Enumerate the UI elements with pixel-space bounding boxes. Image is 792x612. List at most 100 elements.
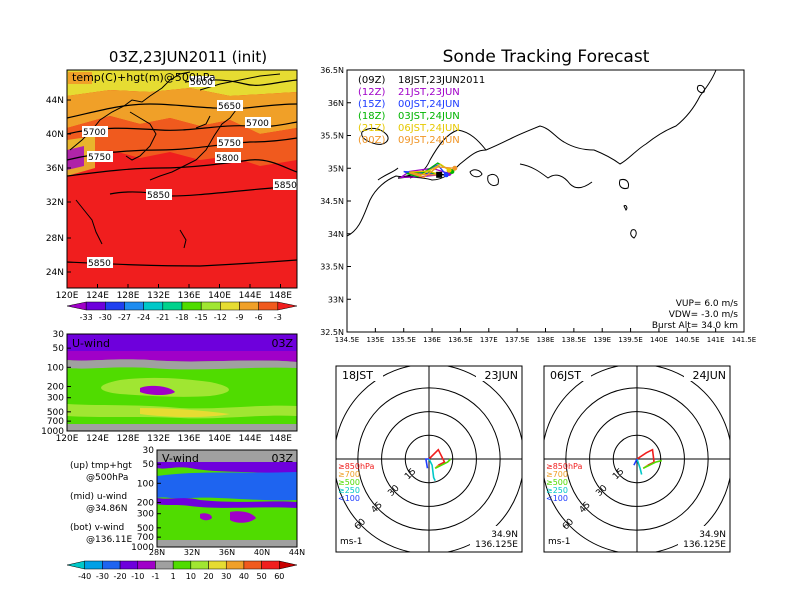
- contour-label: 5600: [190, 78, 213, 88]
- v-x-tick-label: 44N: [289, 548, 305, 557]
- polar-legend-entry: ≥850hPa: [338, 462, 375, 471]
- temp-map-lat-axis: 44N 40N 36N 32N 28N 24N: [46, 96, 71, 278]
- colorbar-label: -18: [175, 313, 188, 322]
- pressure-tick-label: 1000: [41, 427, 64, 437]
- colorbar-label: -21: [156, 313, 169, 322]
- sonde-track-line: [409, 166, 455, 179]
- u-x-tick-label: 144E: [239, 434, 262, 444]
- map-legend-jst: 00JST,24JUN: [398, 99, 460, 110]
- colorbar-swatch: [181, 301, 202, 311]
- map-lon-tick-label: 139E: [593, 336, 611, 344]
- colorbar-swatch: [66, 301, 87, 311]
- pressure-tick-label: 700: [47, 417, 64, 427]
- u-x-tick-label: 128E: [117, 434, 140, 444]
- map-lon-tick-label: 140E: [650, 336, 668, 344]
- pressure-tick-label: 200: [47, 382, 64, 392]
- lat-tick-label: 28N: [46, 234, 64, 244]
- colorbar-swatch: [220, 301, 240, 311]
- temp-map-lon-axis: 120E 124E 128E 132E 136E 140E 144E 148E: [56, 284, 292, 301]
- colorbar-swatch: [162, 301, 183, 311]
- note-bot-a: (bot) v-wind: [70, 523, 124, 533]
- map-legend-jst: 18JST,23JUN2011: [398, 75, 485, 86]
- map-legend-jst: 09JST,24JUN: [398, 135, 460, 146]
- map-lon-axis: 134.5E 135E 135.5E 136E 136.5E 137E 137.5E 138E…: [335, 328, 756, 344]
- colorbar-label: -33: [80, 313, 93, 322]
- wind-colorbar-swatch: [155, 560, 174, 570]
- pressure-tick-label: 500: [137, 524, 154, 534]
- map-legend-utc: (21Z): [358, 123, 385, 134]
- wind-colorbar-swatch: [243, 560, 262, 570]
- wind-colorbar-label: -1: [151, 572, 159, 581]
- lat-tick-label: 44N: [46, 96, 64, 106]
- colorbar-swatch: [200, 301, 221, 311]
- sonde-map: [346, 69, 745, 333]
- map-lon-tick-label: 136.5E: [448, 336, 472, 344]
- wind-colorbar-swatch: [190, 560, 209, 570]
- map-lon-tick-label: 135.5E: [391, 336, 415, 344]
- note-bot-b: @136.11E: [86, 535, 132, 545]
- launch-site-marker: [436, 171, 443, 178]
- colorbar-swatch: [277, 301, 298, 311]
- map-lon-tick-label: 137E: [480, 336, 498, 344]
- map-lat-tick-label: 33.5N: [320, 263, 344, 272]
- colorbar-label: -12: [214, 313, 227, 322]
- lat-tick-label: 24N: [46, 268, 64, 278]
- pressure-tick-label: 50: [143, 460, 155, 470]
- wind-colorbar-swatch: [225, 560, 245, 570]
- polar-date-bg: [476, 368, 520, 381]
- pressure-tick-label: 100: [47, 363, 64, 373]
- lat-tick-label: 40N: [46, 130, 64, 140]
- pressure-tick-label: 500: [47, 408, 64, 418]
- wind-colorbar-label: -40: [78, 572, 91, 581]
- polar-time-bg: [339, 368, 383, 381]
- pressure-tick-label: 100: [137, 479, 154, 489]
- map-legend-utc: (00Z): [358, 135, 385, 146]
- wind-colorbar-label: 60: [274, 572, 284, 581]
- polar-series-line: [424, 458, 429, 469]
- panel-legend-notes: (up) tmp+hgt @500hPa (mid) u-wind @34.86…: [70, 461, 132, 545]
- u-wind-panel: U-wind 03Z: [66, 333, 298, 432]
- wind-colorbar: -40 -30 -20 -10 -1 1 10 20 30 40 50 60: [66, 560, 298, 581]
- pressure-tick-label: 50: [53, 344, 65, 354]
- lon-tick-label: 144E: [239, 291, 262, 301]
- map-lat-tick-label: 34N: [328, 230, 344, 239]
- map-lon-tick-label: 140.5E: [675, 336, 699, 344]
- contour-label: 5750: [88, 153, 111, 163]
- map-title: Sonde Tracking Forecast: [443, 47, 650, 67]
- map-legend-utc: (12Z): [358, 87, 385, 98]
- wind-colorbar-swatch: [119, 560, 139, 570]
- wind-colorbar-label: -20: [114, 572, 127, 581]
- temp-map-caption: temp(C)+hgt(m)@500hPa: [72, 71, 216, 84]
- map-legend-jst: 06JST,24JUN: [398, 123, 460, 134]
- u-x-tick-label: 148E: [269, 434, 292, 444]
- note-mid-b: @34.86N: [86, 504, 128, 514]
- polar-time-bg: [547, 368, 591, 381]
- polar-time: 06JST: [550, 369, 581, 382]
- colorbar-swatch: [105, 301, 125, 311]
- polar-loc-lon: 136.125E: [683, 540, 726, 550]
- polar-date: 24JUN: [692, 369, 726, 382]
- colorbar-label: -27: [118, 313, 131, 322]
- map-lat-tick-label: 35N: [328, 164, 344, 173]
- polar-series-line: [434, 458, 452, 470]
- map-lon-tick-label: 138.5E: [562, 336, 586, 344]
- polar-unit: ms-1: [548, 537, 570, 547]
- polar-legend-entry: ≥700: [546, 470, 568, 479]
- polar-time: 18JST: [342, 369, 373, 382]
- map-lon-tick-label: 138E: [537, 336, 555, 344]
- wind-colorbar-swatch: [172, 560, 192, 570]
- wind-colorbar-label: 1: [171, 572, 176, 581]
- wind-colorbar-label: 10: [186, 572, 196, 581]
- map-lon-tick-label: 134.5E: [335, 336, 359, 344]
- temp-map: 5600 5650 5700 5700 5750 5750 5800 5850 …: [66, 69, 298, 289]
- sonde-track-endpoint: [452, 165, 458, 171]
- contour-label: 5850: [147, 191, 170, 201]
- map-lat-tick-label: 36N: [328, 99, 344, 108]
- colorbar-swatch: [258, 301, 279, 311]
- map-params: VUP= 6.0 m/s VDW= -3.0 m/s Burst Alt= 34…: [652, 299, 738, 331]
- contour-label: 5850: [88, 259, 111, 269]
- wind-colorbar-label: 50: [257, 572, 267, 581]
- contour-label: 5850: [274, 181, 297, 191]
